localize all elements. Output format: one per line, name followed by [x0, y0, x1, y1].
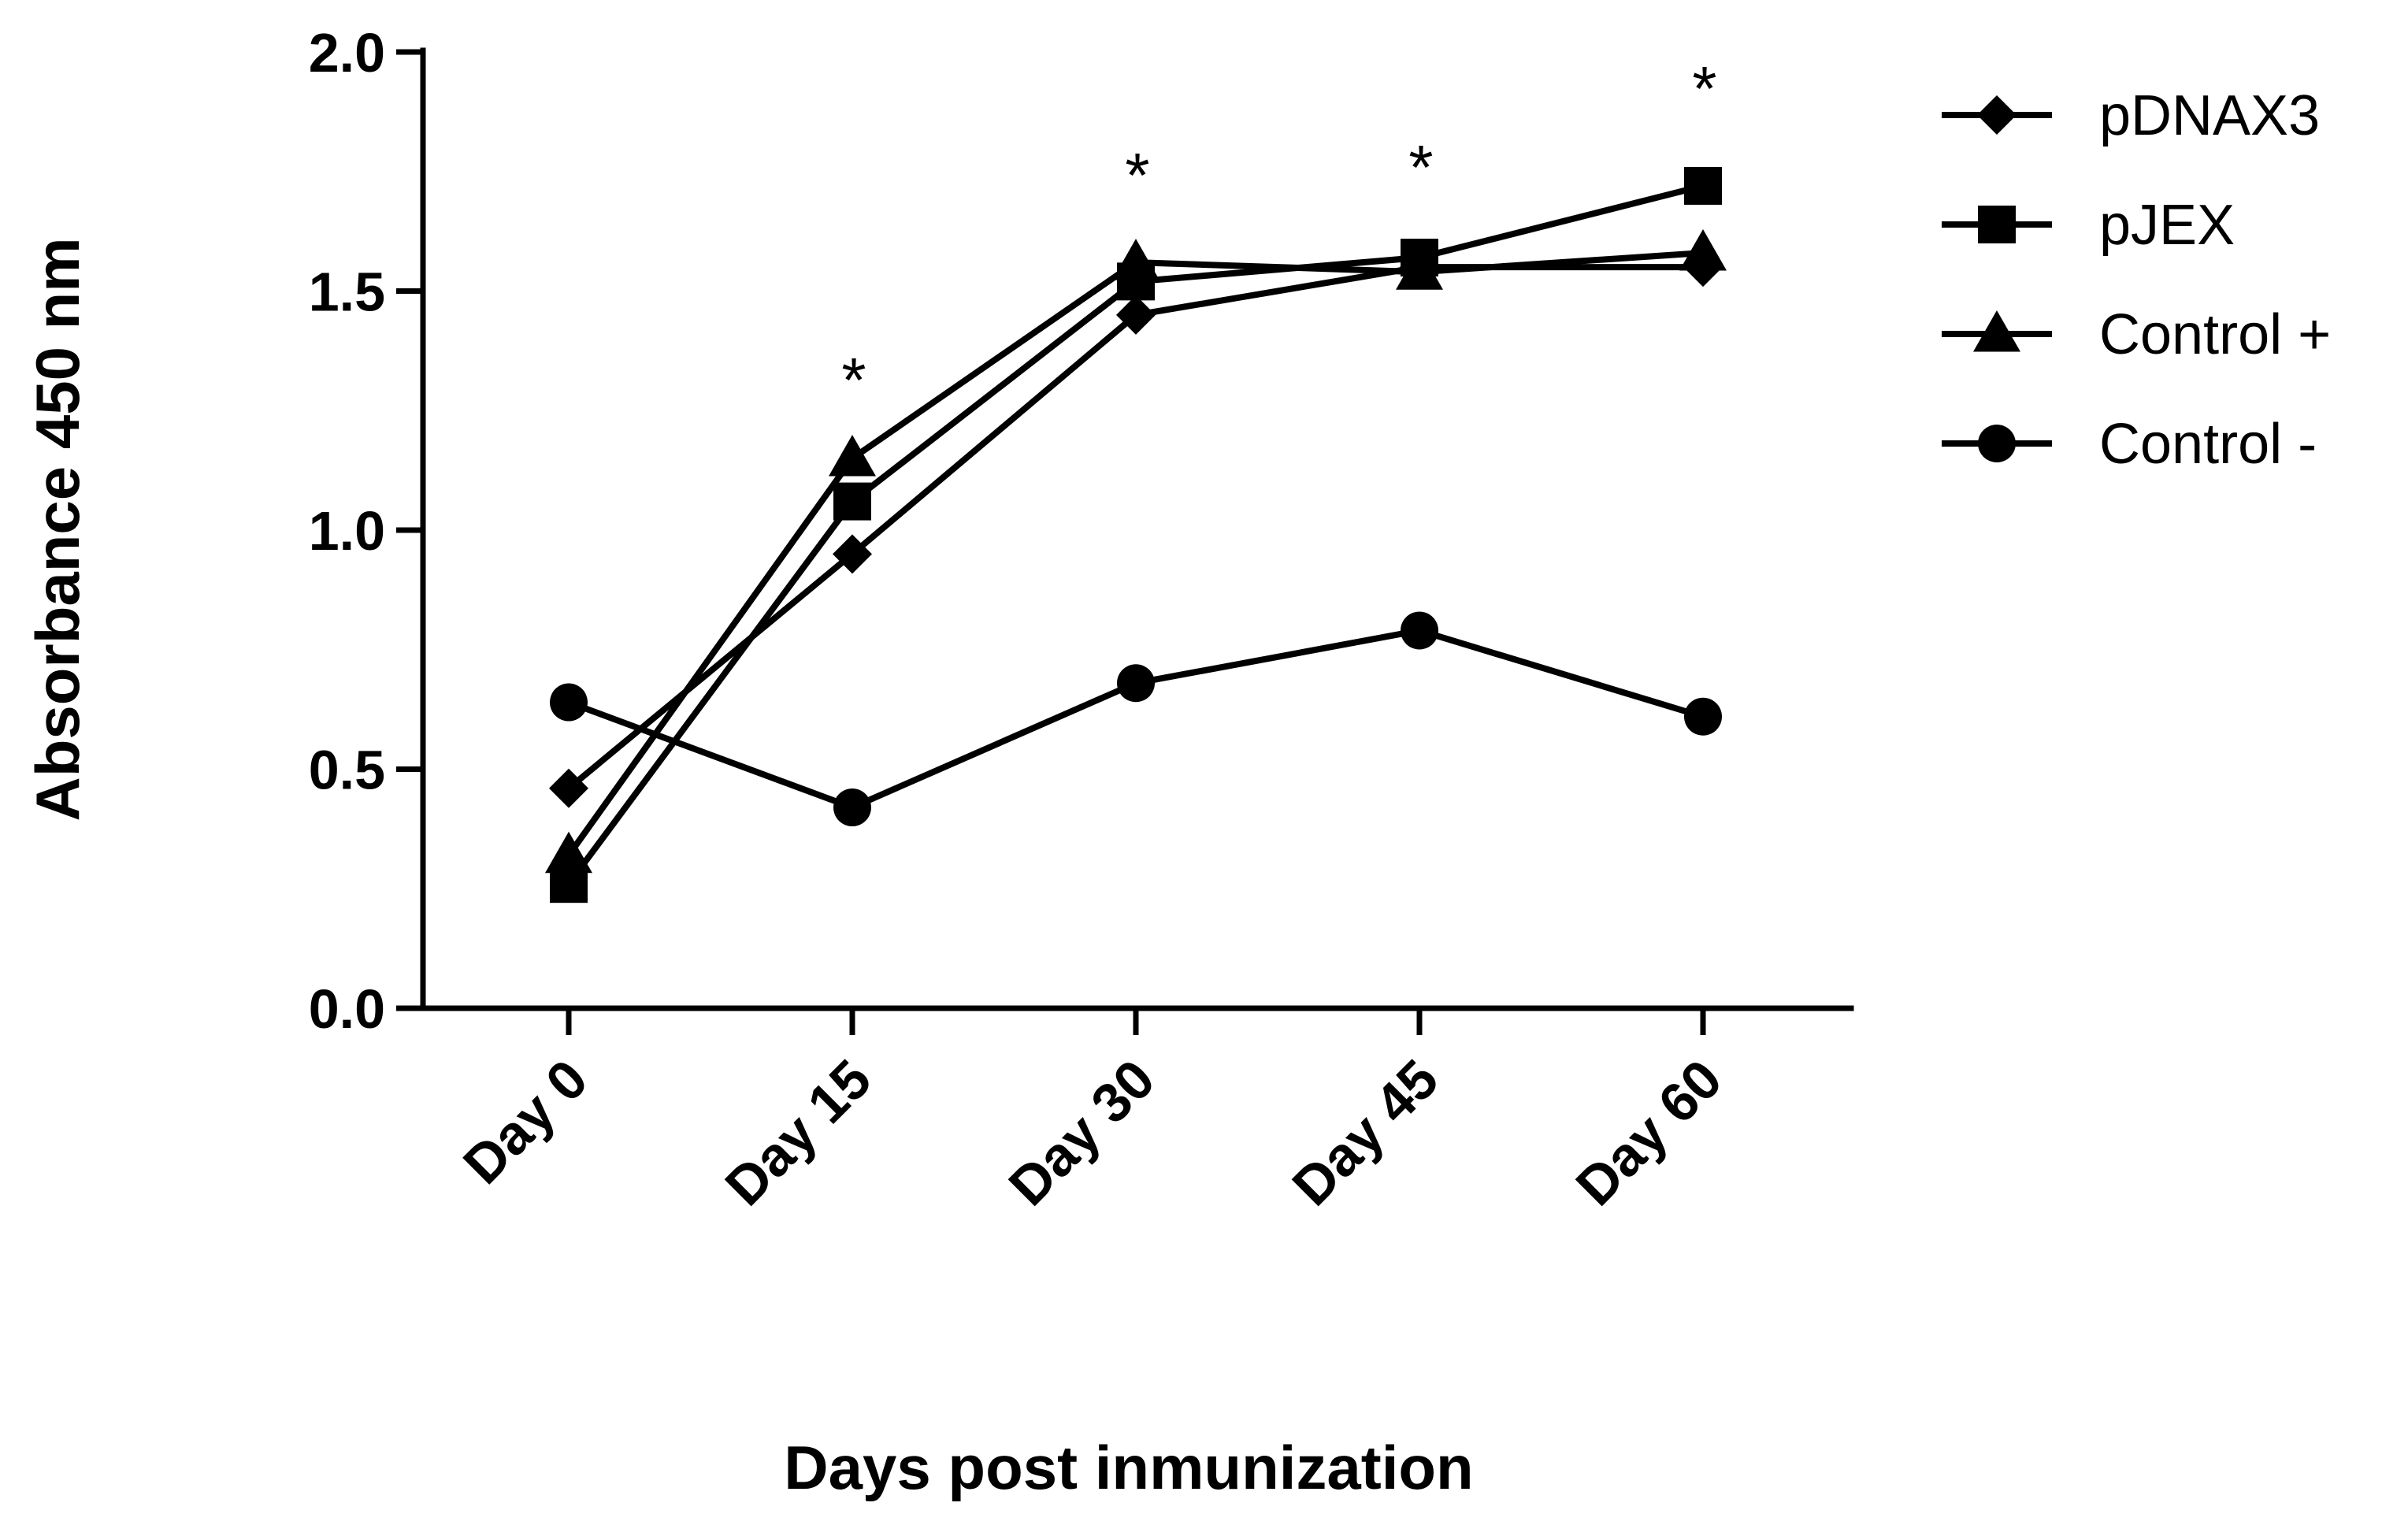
data-point-pjex	[1684, 166, 1722, 205]
significance-asterisk: *	[1408, 132, 1433, 202]
y-tick-label: 1.5	[309, 262, 385, 323]
y-tick-label: 2.0	[309, 22, 385, 83]
data-point-control-plus	[1112, 239, 1159, 280]
y-tick-label: 1.0	[309, 500, 385, 562]
data-point-control-plus	[1679, 228, 1727, 271]
data-point-control-minus	[1401, 611, 1438, 650]
legend-marker	[1977, 95, 2017, 135]
data-point-pdnax3	[1116, 295, 1156, 335]
x-tick-label: Day 0	[451, 1048, 599, 1195]
legend-marker	[1978, 425, 2016, 462]
data-point-control-plus	[829, 434, 876, 477]
y-axis-title: Absorbance 450 nm	[23, 237, 92, 821]
legend-marker	[1978, 206, 2016, 243]
y-tick-label: 0.0	[309, 978, 385, 1040]
legend-marker	[1973, 310, 2020, 352]
series-markers	[545, 166, 1727, 903]
data-point-control-minus	[550, 683, 588, 722]
significance-asterisk: *	[1692, 54, 1716, 124]
x-tick-label: Day 30	[997, 1048, 1167, 1217]
significance-asterisk: *	[841, 345, 866, 415]
significance-markers: * * * *	[841, 54, 1716, 415]
significance-asterisk: *	[1125, 140, 1149, 210]
data-point-control-minus	[1684, 697, 1722, 736]
legend-label: Control -	[2099, 413, 2317, 476]
axes: 0.0 0.5 1.0 1.5 2.0 Day 0 Day 15 Day 30 Day 45 Da…	[309, 22, 1854, 1217]
series-line-pdnax3	[566, 264, 1703, 791]
data-point-control-minus	[833, 788, 871, 827]
x-tick-label: Day 15	[714, 1048, 883, 1217]
data-point-pdnax3	[549, 768, 588, 808]
legend-label: pJEX	[2099, 194, 2235, 257]
legend-label: pDNAX3	[2099, 84, 2320, 147]
data-point-control-plus	[545, 831, 592, 874]
x-tick-label: Day 45	[1281, 1048, 1450, 1217]
legend: pDNAX3 pJEX Control + Control -	[1942, 84, 2331, 476]
data-point-control-minus	[1117, 664, 1155, 703]
data-point-pjex	[833, 482, 871, 521]
x-tick-label: Day 60	[1564, 1048, 1734, 1217]
data-point-pdnax3	[833, 534, 872, 574]
legend-label: Control +	[2099, 303, 2331, 366]
y-tick-label: 0.5	[309, 740, 385, 801]
x-axis-title: Days post inmunization	[784, 1433, 1473, 1502]
data-point-control-plus	[1396, 248, 1443, 290]
